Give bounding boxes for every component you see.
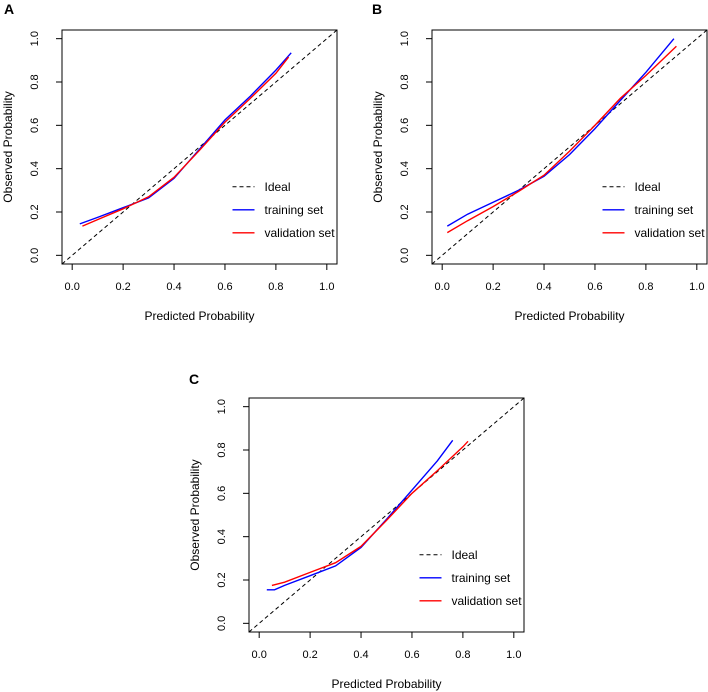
y-tick-label: 1.0	[29, 31, 41, 46]
legend-label-ideal: Ideal	[265, 180, 291, 194]
legend-label-validation-set: validation set	[635, 226, 706, 240]
legend-label-training-set: training set	[452, 571, 511, 585]
y-tick-label: 0.2	[29, 204, 41, 219]
x-axis-title-a: Predicted Probability	[144, 309, 254, 323]
panel-letter-b: B	[372, 1, 382, 17]
y-tick-label: 1.0	[216, 399, 228, 414]
series-line-training-set	[266, 439, 454, 591]
y-tick-label: 0.4	[216, 529, 228, 544]
series-line-training-set	[446, 38, 675, 227]
legend-label-ideal: Ideal	[452, 548, 478, 562]
series-line-validation-set	[82, 56, 290, 227]
y-tick-label: 0.4	[29, 161, 41, 176]
x-axis-title-c: Predicted Probability	[331, 677, 441, 691]
plot-frame-c	[248, 397, 525, 633]
x-tick-label: 0.0	[65, 281, 80, 293]
legend-label-validation-set: validation set	[452, 594, 523, 608]
x-tick-label: 0.0	[252, 649, 267, 661]
x-tick-label: 0.4	[536, 281, 551, 293]
y-tick-label: 0.0	[29, 248, 41, 263]
y-tick-label: 0.6	[29, 118, 41, 133]
x-tick-label: 0.2	[302, 649, 317, 661]
legend-label-validation-set: validation set	[265, 226, 336, 240]
y-tick-label: 0.2	[216, 572, 228, 587]
y-tick-label: 0.2	[399, 204, 411, 219]
series-line-training-set	[79, 52, 292, 225]
panel-letter-a: A	[4, 1, 14, 17]
x-tick-label: 0.4	[166, 281, 181, 293]
y-tick-label: 1.0	[399, 31, 411, 46]
y-tick-label: 0.0	[216, 616, 228, 631]
x-tick-label: 0.8	[455, 649, 470, 661]
series-line-validation-set	[271, 440, 469, 587]
x-tick-label: 0.4	[353, 649, 368, 661]
y-tick-label: 0.8	[29, 74, 41, 89]
x-tick-label: 1.0	[506, 649, 521, 661]
y-tick-label: 0.8	[399, 74, 411, 89]
chart-panel-a: A 0.0 0.2 0.4 0.6 0.8 1.0 0.0 0.2 0.4 0.6 0.8 1.0 Pre…	[1, 1, 338, 323]
x-tick-label: 0.6	[587, 281, 602, 293]
y-tick-label: 0.8	[216, 442, 228, 457]
y-axis-title-b: Observed Probability	[371, 91, 385, 202]
x-tick-label: 0.6	[404, 649, 419, 661]
y-tick-label: 0.6	[399, 118, 411, 133]
x-tick-label: 0.0	[435, 281, 450, 293]
y-tick-label: 0.0	[399, 248, 411, 263]
legend-label-training-set: training set	[635, 203, 694, 217]
legend-label-training-set: training set	[265, 203, 324, 217]
x-tick-label: 0.2	[485, 281, 500, 293]
x-tick-label: 1.0	[319, 281, 334, 293]
legend-label-ideal: Ideal	[635, 180, 661, 194]
x-tick-label: 1.0	[689, 281, 704, 293]
y-tick-label: 0.6	[216, 486, 228, 501]
plot-frame-a	[61, 29, 338, 265]
x-tick-label: 0.8	[638, 281, 653, 293]
chart-panel-b: B 0.0 0.2 0.4 0.6 0.8 1.0 0.0 0.2 0.4 0.6 0.8 1.0 Pre…	[371, 1, 708, 323]
y-axis-title-a: Observed Probability	[1, 91, 15, 202]
y-axis-title-c: Observed Probability	[188, 459, 202, 570]
x-tick-label: 0.8	[268, 281, 283, 293]
plot-frame-b	[431, 29, 708, 265]
series-line-validation-set	[446, 45, 677, 234]
x-axis-title-b: Predicted Probability	[514, 309, 624, 323]
panel-letter-c: C	[189, 371, 199, 387]
y-tick-label: 0.4	[399, 161, 411, 176]
x-tick-label: 0.6	[217, 281, 232, 293]
chart-panel-c: C 0.0 0.2 0.4 0.6 0.8 1.0 0.0 0.2 0.4 0.6 0.8 1.0 Pre…	[188, 371, 525, 691]
x-tick-label: 0.2	[115, 281, 130, 293]
